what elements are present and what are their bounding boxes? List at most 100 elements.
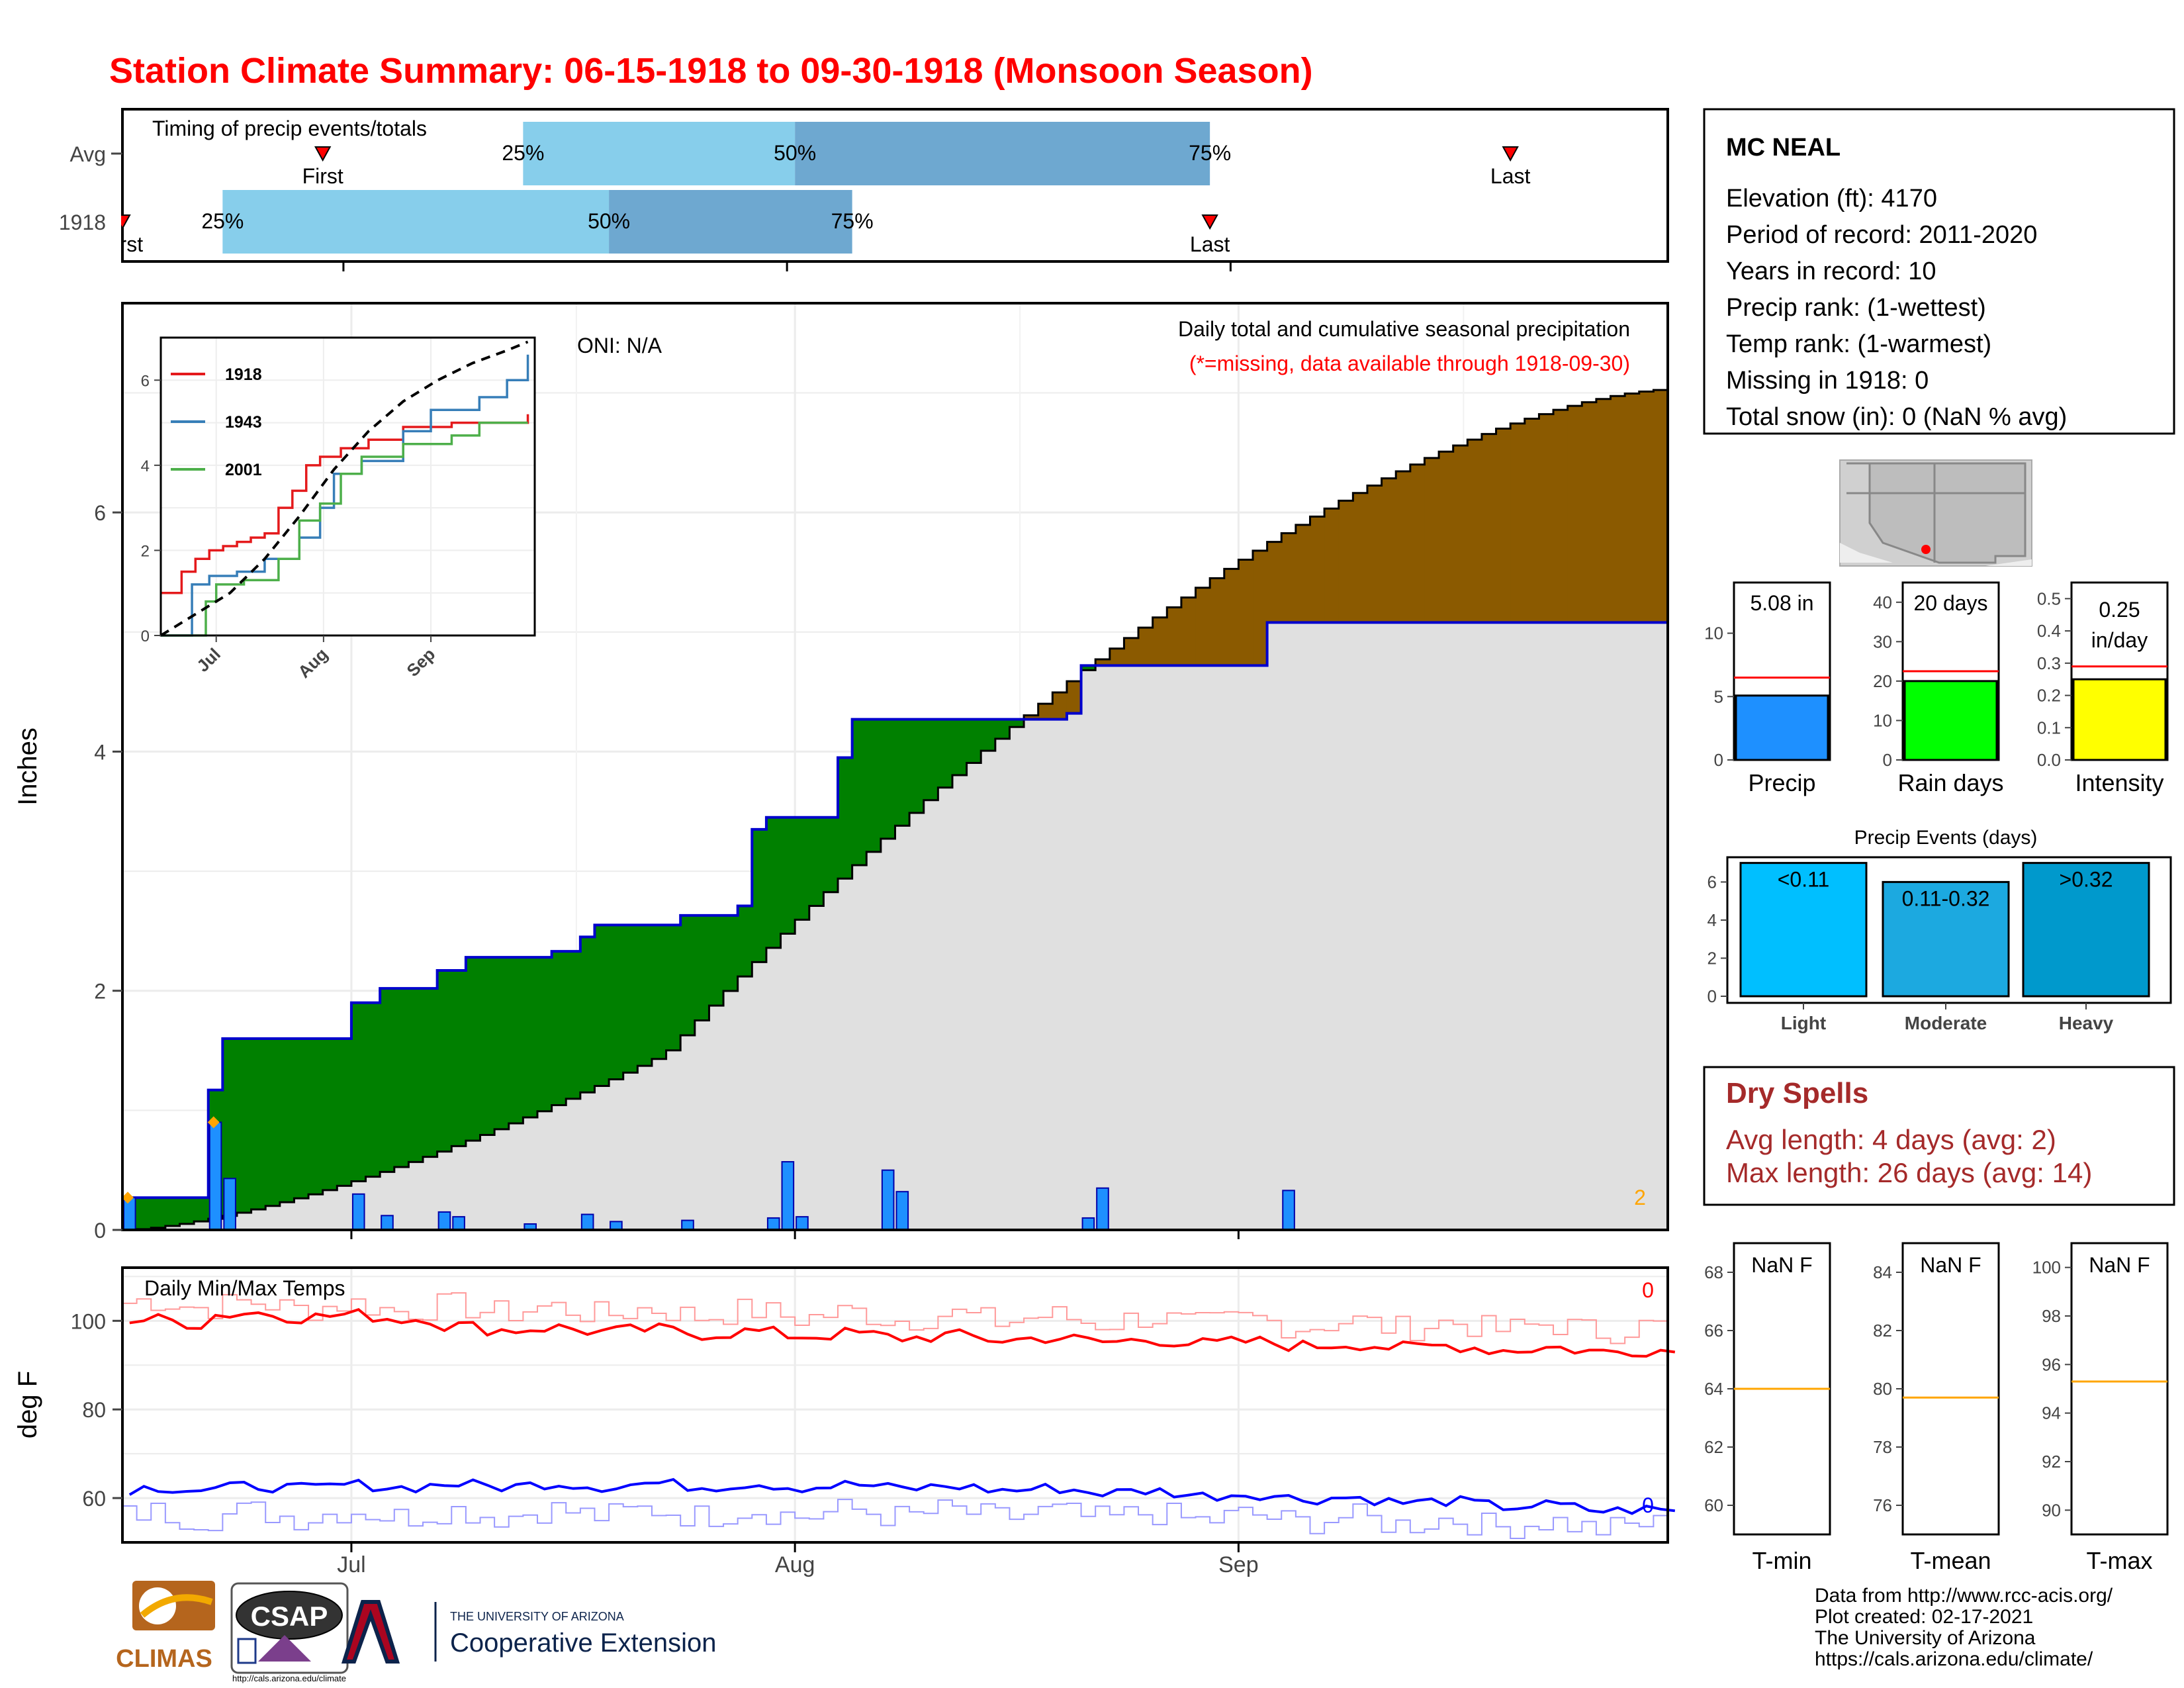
summary-y-tick-label: 0	[1883, 750, 1892, 770]
climas-text: CLIMAS	[116, 1645, 212, 1673]
timing-left-margin	[0, 212, 121, 258]
above-normal-segment	[766, 817, 782, 948]
above-normal-segment	[1009, 719, 1024, 727]
above-normal-segment	[838, 757, 853, 879]
below-normal-segment	[1596, 399, 1612, 623]
min-temp-observed-line	[128, 1477, 1676, 1515]
events-category-label: Moderate	[1905, 1013, 1987, 1033]
above-normal-segment	[437, 970, 452, 1152]
normal-cumulative-area	[122, 622, 1668, 1230]
above-normal-segment	[981, 719, 996, 751]
footer-credit-line: The University of Arizona	[1815, 1627, 2036, 1649]
events-category-label: Heavy	[2059, 1013, 2114, 1033]
station-info-line: Missing in 1918: 0	[1726, 367, 1929, 395]
temp-y-tick-label: 80	[82, 1398, 106, 1422]
below-normal-segment	[1524, 418, 1539, 623]
temp-summary-y-tick-label: 62	[1704, 1437, 1723, 1457]
above-normal-segment	[194, 1197, 209, 1222]
below-normal-segment	[1653, 390, 1668, 623]
timing-25-label: 25%	[502, 141, 544, 165]
below-normal-segment	[1095, 659, 1111, 666]
temp-summary-y-tick-label: 80	[1873, 1379, 1892, 1399]
csap-logo: CSAP http://cals.arizona.edu/climate	[230, 1582, 349, 1683]
summary-y-tick-label: 0.2	[2037, 686, 2061, 706]
below-normal-segment	[1210, 578, 1225, 666]
climas-logo: CLIMAS	[116, 1581, 215, 1673]
missing-data-marker	[207, 1116, 220, 1129]
inset-y-tick-label: 2	[141, 542, 150, 560]
summary-value-unit: in/day	[2091, 628, 2148, 652]
above-normal-segment	[151, 1197, 166, 1228]
above-normal-segment	[337, 1038, 352, 1186]
below-normal-segment	[1181, 597, 1197, 666]
above-normal-segment	[136, 1197, 152, 1229]
below-normal-segment	[1281, 533, 1297, 623]
timing-50-label: 50%	[774, 141, 816, 165]
inset-y-tick-label: 0	[141, 628, 150, 645]
below-normal-segment	[1353, 492, 1368, 623]
above-normal-segment	[723, 915, 739, 992]
above-normal-segment	[852, 719, 867, 865]
summary-y-tick-label: 20	[1873, 671, 1892, 691]
daily-precip-bar	[437, 1211, 451, 1231]
summary-y-tick-label: 0	[1714, 750, 1723, 770]
daily-precip-bar	[452, 1216, 465, 1231]
daily-precip-bar	[580, 1213, 594, 1231]
max-temp-normal-line	[122, 1292, 1668, 1344]
summary-category-label: Precip	[1748, 769, 1815, 796]
above-normal-segment	[780, 817, 796, 934]
daily-precip-bar	[781, 1161, 795, 1231]
events-bar-label: <0.11	[1778, 868, 1830, 892]
station-info-line: Total snow (in): 0 (NaN % avg)	[1726, 403, 2067, 431]
above-normal-segment	[752, 829, 767, 962]
above-normal-segment	[480, 957, 495, 1135]
observed-cumulative-line	[122, 621, 1668, 1199]
summary-y-tick-label: 30	[1873, 632, 1892, 651]
daily-precip-bar	[895, 1191, 909, 1231]
temp-summary-y-tick-label: 92	[2042, 1452, 2061, 1472]
daily-precip-bar	[1096, 1187, 1109, 1231]
temp-summary-value: NaN F	[1751, 1253, 1812, 1277]
above-normal-segment	[408, 988, 424, 1162]
above-normal-segment	[322, 1038, 338, 1190]
above-normal-segment	[995, 719, 1010, 739]
timing-first-marker	[314, 146, 332, 162]
summary-y-tick-label: 5	[1714, 686, 1723, 706]
temps-max-missing: 0	[1642, 1278, 1654, 1302]
below-normal-segment	[1052, 692, 1068, 720]
dry-spells-max: Max length: 26 days (avg: 14)	[1726, 1157, 2092, 1188]
below-normal-segment	[1439, 451, 1454, 623]
page-title: Station Climate Summary: 06-15-1918 to 0…	[109, 51, 1313, 91]
above-normal-segment	[866, 719, 882, 852]
ua-big-text: Cooperative Extension	[450, 1628, 716, 1658]
events-y-tick-label: 2	[1707, 948, 1717, 968]
above-normal-segment	[365, 1002, 381, 1177]
station-info-box: MC NEAL Elevation (ft): 4170 Period of re…	[1703, 108, 2175, 435]
above-normal-segment	[179, 1197, 195, 1224]
precip-events-title: Precip Events (days)	[1854, 827, 2038, 849]
below-normal-segment	[1396, 471, 1411, 623]
temp-x-tick-label: Jul	[337, 1552, 365, 1577]
below-normal-segment	[1109, 648, 1124, 666]
above-normal-segment	[494, 957, 510, 1129]
station-location-marker	[1921, 545, 1931, 554]
above-normal-segment	[895, 719, 910, 826]
summary-y-tick-label: 40	[1873, 592, 1892, 612]
below-normal-segment	[1024, 715, 1039, 720]
timing-last-marker	[1502, 146, 1519, 162]
below-normal-segment	[1267, 541, 1282, 623]
temp-summary-y-tick-label: 60	[1704, 1495, 1723, 1515]
below-normal-segment	[1410, 464, 1425, 623]
events-bar	[1739, 862, 1868, 998]
temp-summary-y-tick-label: 90	[2042, 1500, 2061, 1520]
summary-y-tick-label: 0.1	[2037, 718, 2061, 737]
above-normal-segment	[451, 970, 467, 1147]
station-info-line: Temp rank: (1-warmest)	[1726, 330, 1991, 358]
main-y-tick-label: 4	[94, 740, 106, 764]
above-normal-segment	[880, 719, 895, 839]
missing-data-marker	[122, 1192, 134, 1204]
daily-precip-bar	[381, 1215, 394, 1231]
temp-summary-y-tick-label: 78	[1873, 1437, 1892, 1457]
events-bar-label: >0.32	[2060, 868, 2113, 892]
summary-y-tick-label: 0.3	[2037, 653, 2061, 673]
